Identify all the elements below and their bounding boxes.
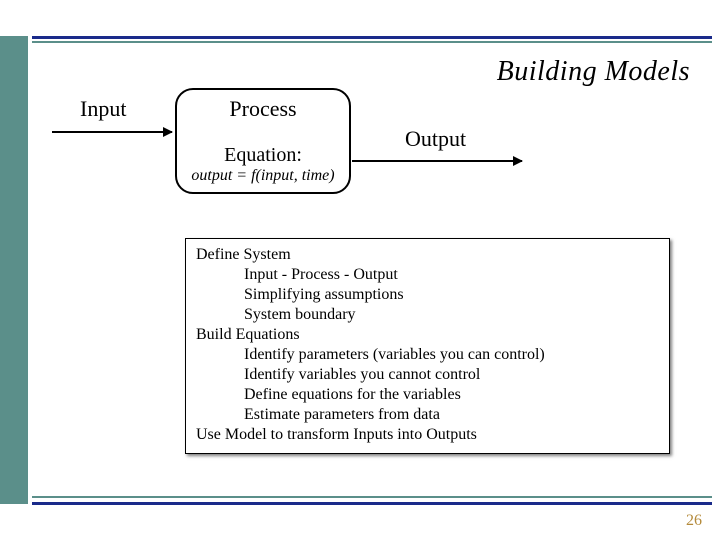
textbox-line: Build Equations <box>196 325 659 345</box>
top-rule-primary <box>32 36 712 39</box>
page-number: 26 <box>686 512 702 530</box>
textbox-line: Estimate parameters from data <box>196 405 659 425</box>
output-label: Output <box>405 126 466 152</box>
textbox-line: Simplifying assumptions <box>196 285 659 305</box>
equation-label: Equation: <box>185 144 341 167</box>
textbox-line: Identify parameters (variables you can c… <box>196 345 659 365</box>
slide-title: Building Models <box>497 56 690 88</box>
bottom-rule-primary <box>32 502 712 505</box>
content-textbox: Define SystemInput - Process - OutputSim… <box>185 238 670 454</box>
output-arrow <box>352 160 522 161</box>
arrow-line <box>352 160 522 162</box>
textbox-line: System boundary <box>196 305 659 325</box>
input-arrow <box>52 131 172 132</box>
process-label: Process <box>185 96 341 122</box>
slide: Building Models Input Process Equation: … <box>0 0 720 540</box>
textbox-line: Input - Process - Output <box>196 265 659 285</box>
bottom-rule-secondary <box>32 496 712 498</box>
arrow-head-icon <box>513 156 523 166</box>
input-label: Input <box>80 96 126 122</box>
sidebar-accent <box>0 36 28 504</box>
textbox-line: Define System <box>196 245 659 265</box>
textbox-line: Use Model to transform Inputs into Outpu… <box>196 425 659 445</box>
arrow-line <box>52 131 172 133</box>
arrow-head-icon <box>163 127 173 137</box>
equation-formula: output = f(input, time) <box>185 167 341 185</box>
textbox-line: Identify variables you cannot control <box>196 365 659 385</box>
top-rule-secondary <box>32 41 712 43</box>
textbox-line: Define equations for the variables <box>196 385 659 405</box>
process-box: Process Equation: output = f(input, time… <box>175 88 351 194</box>
